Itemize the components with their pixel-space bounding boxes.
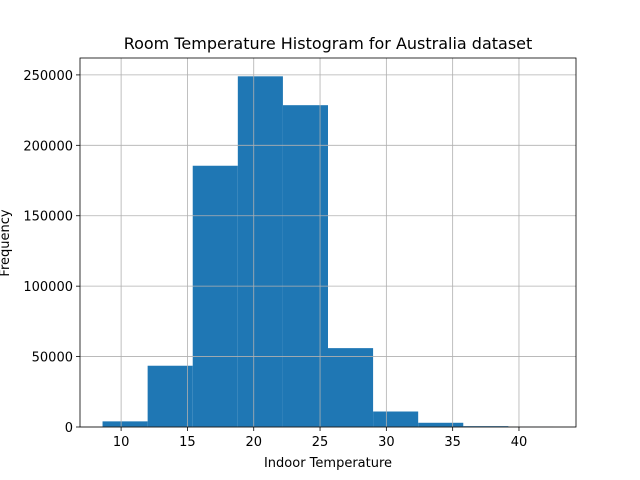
histogram-bar — [373, 411, 419, 427]
y-tick-label: 50000 — [32, 351, 73, 366]
histogram-bar — [102, 421, 148, 427]
histogram-bar — [147, 365, 193, 427]
x-tick-label: 30 — [378, 435, 395, 450]
histogram-bar — [328, 348, 374, 427]
x-tick-label: 15 — [179, 435, 196, 450]
x-tick-label: 40 — [511, 435, 528, 450]
histogram-bars — [102, 76, 554, 428]
x-tick-label: 20 — [245, 435, 262, 450]
x-tick-label: 35 — [444, 435, 461, 450]
y-tick-label: 250000 — [23, 69, 73, 84]
histogram-bar — [237, 76, 283, 428]
x-axis-ticks: 10 15 20 25 30 35 40 — [113, 427, 527, 450]
y-tick-label: 150000 — [23, 210, 73, 225]
x-tick-label: 10 — [113, 435, 130, 450]
x-tick-label: 25 — [312, 435, 329, 450]
histogram-bar — [282, 105, 328, 427]
y-tick-label: 200000 — [23, 139, 73, 154]
y-axis-label: Frequency — [0, 209, 13, 276]
y-tick-label: 0 — [65, 421, 73, 436]
plot-frame — [79, 57, 577, 428]
x-axis-label: Indoor Temperature — [264, 456, 392, 471]
chart-title: Room Temperature Histogram for Australia… — [124, 34, 533, 53]
histogram-bar — [192, 165, 238, 427]
y-axis-ticks: 0 50000 100000 150000 200000 250000 — [23, 69, 80, 436]
histogram-bar — [418, 422, 464, 427]
histogram-bar — [463, 426, 509, 427]
y-tick-label: 100000 — [23, 280, 73, 295]
